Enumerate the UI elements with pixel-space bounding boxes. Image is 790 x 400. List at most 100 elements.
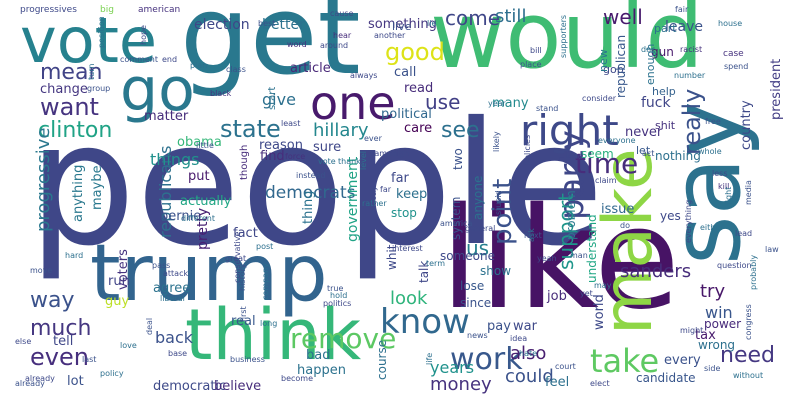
word-cloud-word: turn: [87, 63, 96, 80]
word-cloud-word: something: [368, 17, 437, 32]
word-cloud-word: guy: [105, 294, 130, 309]
word-cloud-word: stupid: [494, 190, 503, 215]
word-cloud-word: back: [155, 328, 194, 347]
word-cloud-word: bad: [306, 348, 331, 363]
word-cloud-word: country: [739, 100, 754, 150]
word-cloud-word: gop: [603, 63, 624, 76]
word-cloud-word: congress: [744, 304, 753, 340]
word-cloud-word: whole: [698, 147, 722, 156]
word-cloud-word: number: [674, 71, 706, 80]
word-cloud-word: change: [40, 82, 88, 97]
word-cloud-word: attack: [163, 269, 189, 278]
word-cloud-word: ask: [527, 228, 536, 242]
word-cloud-word: end: [162, 55, 178, 64]
word-cloud-word: would: [430, 0, 704, 89]
word-cloud-word: business: [230, 355, 265, 364]
word-cloud-word: two: [451, 148, 465, 170]
word-cloud-word: become: [281, 374, 314, 383]
word-cloud-word: question: [717, 261, 752, 270]
word-cloud-word: job: [547, 289, 567, 304]
word-cloud-word: act: [642, 149, 655, 158]
word-cloud-word: racist: [680, 45, 703, 54]
word-cloud-word: claim: [595, 176, 617, 185]
word-cloud-word: media: [744, 180, 753, 205]
word-cloud-word: position: [97, 16, 106, 48]
word-cloud-word: clinton: [38, 118, 113, 143]
word-cloud-word: help: [652, 85, 676, 98]
word-cloud-word: idea: [510, 334, 528, 343]
word-cloud-word: look: [390, 288, 428, 309]
word-cloud-word: feel: [545, 375, 570, 390]
word-cloud-word: things: [150, 150, 200, 169]
word-cloud-word: life: [425, 352, 434, 365]
word-cloud-word: even: [30, 343, 89, 371]
word-cloud-word: another: [374, 31, 406, 40]
word-cloud-word: kind: [566, 152, 584, 161]
word-cloud-word: liberal: [160, 294, 185, 303]
word-cloud-word: democrats: [265, 183, 356, 203]
word-cloud-word: base: [168, 349, 188, 358]
word-cloud-word: come: [445, 6, 501, 30]
word-cloud-word: know: [380, 302, 470, 342]
word-cloud-word: need: [720, 343, 775, 368]
word-cloud-word: seem: [581, 147, 614, 161]
word-cloud-word: start: [267, 86, 278, 110]
word-cloud-word: never: [625, 125, 663, 140]
word-cloud-word: american: [138, 5, 181, 15]
word-cloud-word: word: [287, 40, 307, 49]
word-cloud-word: maybe: [90, 165, 105, 210]
word-cloud-word: hear: [333, 31, 352, 40]
word-cloud-word: president: [769, 58, 784, 120]
word-cloud-word: without: [733, 371, 764, 380]
word-cloud-word: progressive: [33, 127, 54, 232]
word-cloud-word: let: [636, 144, 651, 157]
word-cloud-word: many: [492, 96, 529, 111]
word-cloud-word: read: [404, 81, 434, 96]
word-cloud-word: someone: [440, 249, 495, 263]
word-cloud-word: everything: [684, 199, 693, 243]
word-cloud-word: better: [262, 17, 305, 33]
word-cloud-word: reason: [259, 138, 303, 153]
word-cloud-word: war: [513, 319, 537, 334]
word-cloud-word: long: [260, 319, 278, 328]
word-cloud-word: win: [705, 303, 733, 322]
word-cloud-word: dnc: [641, 45, 656, 54]
word-cloud-word: obama: [177, 135, 222, 150]
word-cloud-word: actually: [180, 194, 232, 209]
word-cloud-word: might: [680, 326, 704, 335]
word-cloud-word: already: [15, 379, 45, 388]
word-cloud-word: sure: [313, 140, 342, 155]
word-cloud-word: also: [510, 343, 547, 364]
word-cloud-word: court: [555, 362, 576, 371]
word-cloud-word: understand: [585, 214, 599, 283]
word-cloud-word: think: [185, 294, 362, 376]
word-cloud-word: article: [290, 61, 331, 76]
word-cloud-word: spend: [724, 62, 749, 71]
word-cloud-word: work: [450, 342, 523, 377]
word-cloud-word: post: [256, 242, 274, 251]
word-cloud-word: show: [480, 264, 512, 278]
word-cloud-word: conservative: [233, 231, 242, 283]
word-cloud-word: get: [180, 0, 361, 99]
word-cloud-word: year: [488, 99, 506, 108]
word-cloud-word: else: [15, 337, 32, 346]
word-cloud-word: stop: [391, 206, 417, 220]
word-cloud-word: way: [30, 288, 75, 313]
word-cloud-word: move: [30, 266, 53, 275]
word-cloud-word: group: [87, 84, 111, 93]
word-cloud-word: candidate: [636, 371, 696, 385]
word-cloud-word: place: [520, 60, 542, 69]
word-cloud-word: likely: [492, 131, 501, 152]
word-cloud-word: bernie: [160, 209, 202, 224]
word-cloud-word: company: [261, 263, 270, 300]
word-cloud-word: yeah: [537, 254, 557, 263]
word-cloud-word: different: [181, 214, 215, 223]
word-cloud-word: far: [380, 185, 392, 194]
word-cloud-word: politics: [323, 299, 352, 308]
word-cloud-word: vote: [318, 157, 336, 166]
word-cloud-word: real: [231, 314, 256, 329]
word-cloud-word: instead: [296, 171, 326, 180]
word-cloud-word: money: [430, 374, 492, 395]
word-cloud-word: care: [404, 121, 433, 136]
